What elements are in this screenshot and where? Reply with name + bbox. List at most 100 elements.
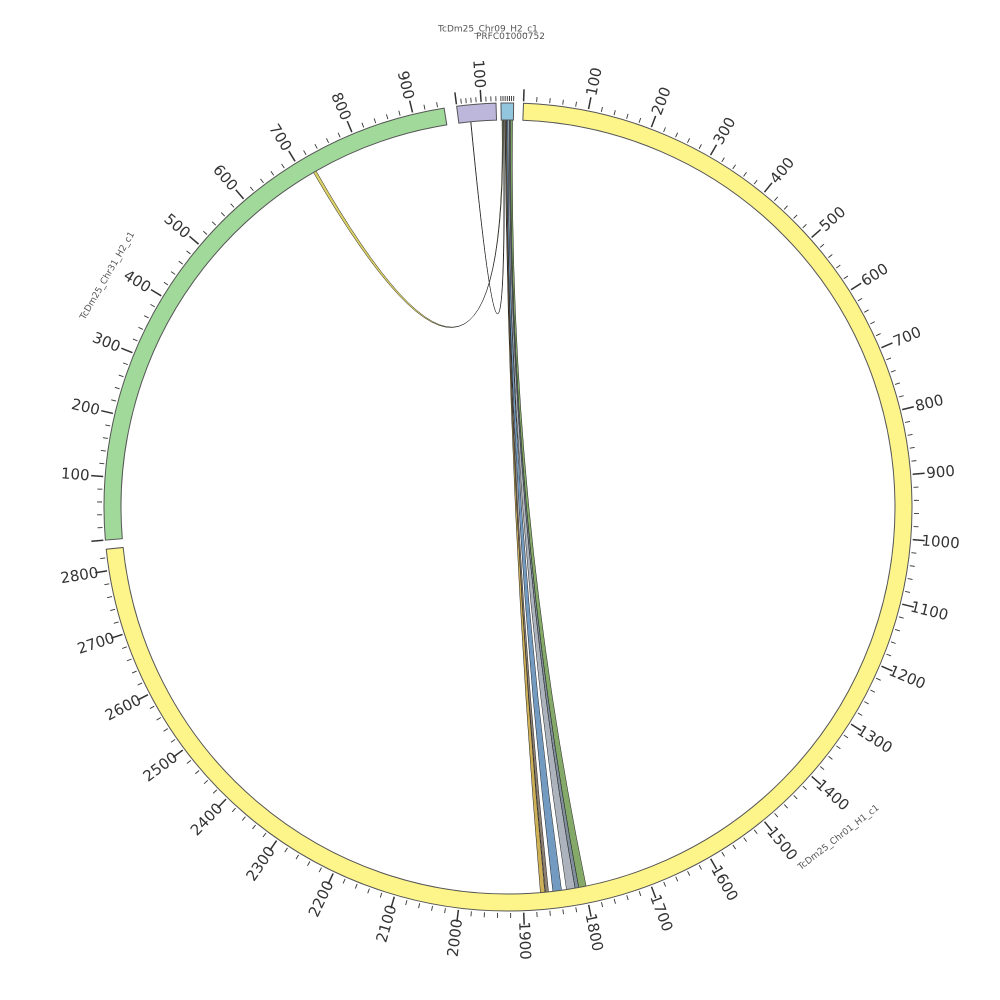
tick-mark [99,462,105,465]
tick-label: 300 [90,328,123,356]
ideogram-1 [103,107,448,541]
tick-mark [444,908,446,914]
tick-mark [241,816,246,821]
tick-mark [269,840,278,851]
tick-mark [675,132,679,138]
tick-mark [126,658,132,662]
tick-mark [327,873,334,885]
tick-mark [186,250,191,255]
tick-mark [870,689,876,693]
tick-mark [912,472,925,475]
tick-mark [284,847,288,853]
tick-label: 200 [70,395,102,419]
tick-mark [390,896,396,909]
tick-mark [774,812,779,818]
tick-mark [137,682,143,686]
tick-mark [562,909,564,915]
segment-label: TcDm25_Chr09_H2_c1 [437,24,538,34]
tick-label: 2300 [242,843,279,885]
tick-mark [907,433,913,436]
tick-label: 100 [469,59,489,89]
tick-mark [763,182,773,193]
tick-label: 2000 [444,918,467,958]
tick-label: 1900 [515,921,534,960]
tick-mark [819,243,825,248]
tick-label: 2500 [140,748,181,785]
tick-mark [114,386,120,390]
tick-mark [886,653,892,657]
tick-mark [911,552,917,554]
tick-mark [138,326,144,330]
tick-mark [385,114,389,120]
tick-mark [857,712,863,716]
segment-label: PRFC01000752 [476,32,545,42]
tick-mark [217,798,227,809]
tick-mark [361,122,365,128]
tick-label: 500 [161,210,194,242]
tick-mark [132,338,138,342]
tick-mark [281,163,285,169]
tick-mark [122,362,128,366]
tick-mark [909,565,915,567]
tick-mark [170,271,176,275]
tick-mark [456,909,460,922]
tick-mark [698,144,702,149]
tick-mark [549,98,551,104]
tick-mark [870,321,876,325]
tick-mark [600,106,603,112]
tick-mark [95,570,108,574]
tick-mark [479,89,482,102]
tick-mark [687,870,691,876]
tick-mark [601,901,604,908]
tick-mark [346,120,353,133]
tick-mark [172,749,184,758]
tick-mark [270,171,275,176]
tick-mark [367,888,370,894]
tick-mark [91,539,104,542]
tick-mark [875,677,881,681]
tick-mark [828,254,833,258]
tick-mark [793,795,798,800]
tick-mark [295,854,299,860]
tick-label: 2200 [305,878,338,920]
tick-mark [587,904,592,917]
tick-mark [188,235,200,245]
tick-label: 1300 [854,721,896,757]
tick-mark [732,164,736,170]
tick-mark [111,399,117,402]
tick-mark [886,357,892,361]
tick-label: 400 [766,154,798,188]
tick-mark [231,807,236,813]
tick-mark [211,221,217,226]
tick-mark [460,98,462,104]
tick-mark [835,264,841,269]
tick-label: 2800 [59,563,100,587]
link-ribbon-7 [510,119,587,888]
tick-mark [783,804,789,809]
tick-label: 100 [60,464,90,484]
tick-mark [575,907,578,913]
tick-mark [743,837,747,842]
tick-mark [91,474,104,478]
tick-mark [252,824,256,830]
tick-mark [405,900,408,906]
tick-mark [811,228,822,239]
tick-mark [721,157,725,163]
tick-mark [107,596,113,599]
tick-mark [101,409,114,415]
tick-mark [638,117,642,123]
tick-mark [170,739,176,743]
tick-mark [836,745,841,750]
tick-mark [337,132,341,138]
tick-mark [373,118,377,124]
tick-label: 600 [209,161,241,194]
tick-mark [436,102,438,108]
tick-label: 1600 [707,862,742,904]
tick-mark [698,864,702,870]
tick-mark [235,189,245,200]
tick-mark [212,789,218,794]
tick-mark [423,104,426,110]
tick-mark [850,723,862,732]
tick-label: 1500 [763,823,801,864]
tick-mark [249,186,254,192]
